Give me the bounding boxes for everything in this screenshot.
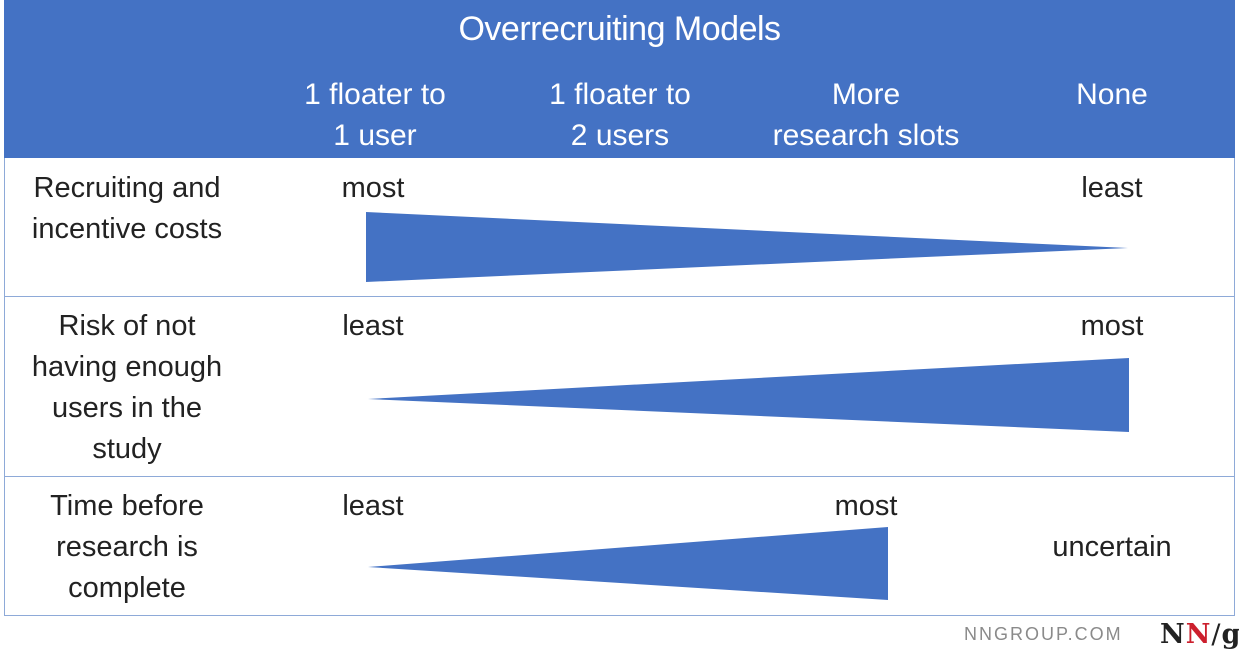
logo-letter-n1: N [1160,619,1186,650]
table-title: Overrecruiting Models [458,10,781,48]
row-divider [4,296,1235,297]
wedge-recruiting-costs-decreasing [366,212,1128,282]
row3-start-text: least [342,490,404,522]
row2-start-text: least [342,310,404,342]
row-label-recruiting-costs: Recruiting and incentive costs [31,172,223,245]
logo-slash: / [1211,619,1222,650]
column-header-more-research-slots: More research slots [772,78,960,152]
column-header-1-floater-2-users: 1 floater to 2 users [549,78,691,152]
row1-start-text: most [341,172,405,204]
footer-site-text: NNGROUP.COM [964,624,1123,644]
row2-end-text: most [1080,310,1144,342]
column-header-none: None [1076,78,1148,111]
row3-end-text: most [834,490,898,522]
nng-logo: NN/g [1160,619,1239,650]
row-label-time-before-complete: Time before research is complete [50,490,204,604]
logo-letter-g: g [1221,619,1239,650]
wedge-risk-increasing [368,358,1129,432]
row-label-risk-not-enough-users: Risk of not having enough users in the s… [31,310,223,465]
row3-uncertain-text: uncertain [1052,531,1172,563]
wedge-time-increasing [368,527,888,600]
logo-letter-n2: N [1185,619,1212,650]
row-divider [4,476,1235,477]
table-header [4,0,1235,158]
row1-end-text: least [1081,172,1143,204]
column-header-1-floater-1-user: 1 floater to 1 user [304,78,446,152]
